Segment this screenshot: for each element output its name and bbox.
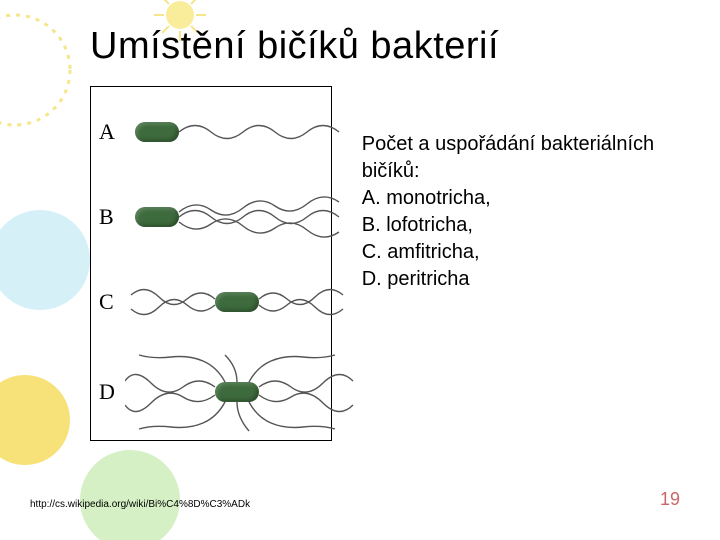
desc-line-b: B. lofotricha, [362, 212, 680, 239]
desc-line-d: D. peritricha [362, 266, 680, 293]
desc-intro: Počet a uspořádání bakteriálních bičíků: [362, 131, 680, 185]
page-number: 19 [660, 489, 680, 510]
slide-title: Umístění bičíků bakterií [90, 25, 680, 68]
figure-label-a: A [99, 119, 125, 145]
flagella-b [125, 182, 355, 252]
desc-line-c: C. amfitricha, [362, 239, 680, 266]
figure-label-c: C [99, 289, 125, 315]
figure-row-d: D [91, 347, 331, 437]
figure-label-b: B [99, 204, 125, 230]
flagella-c [125, 267, 355, 337]
flagella-d [125, 347, 355, 437]
figure-label-d: D [99, 379, 125, 405]
desc-line-a: A. monotricha, [362, 185, 680, 212]
source-url: http://cs.wikipedia.org/wiki/Bi%C4%8D%C3… [30, 499, 250, 510]
figure-row-c: C [91, 267, 331, 337]
description-block: Počet a uspořádání bakteriálních bičíků:… [362, 86, 680, 293]
flagella-a [125, 97, 355, 167]
flagella-figure: A B [90, 86, 332, 441]
figure-row-b: B [91, 182, 331, 252]
figure-row-a: A [91, 97, 331, 167]
